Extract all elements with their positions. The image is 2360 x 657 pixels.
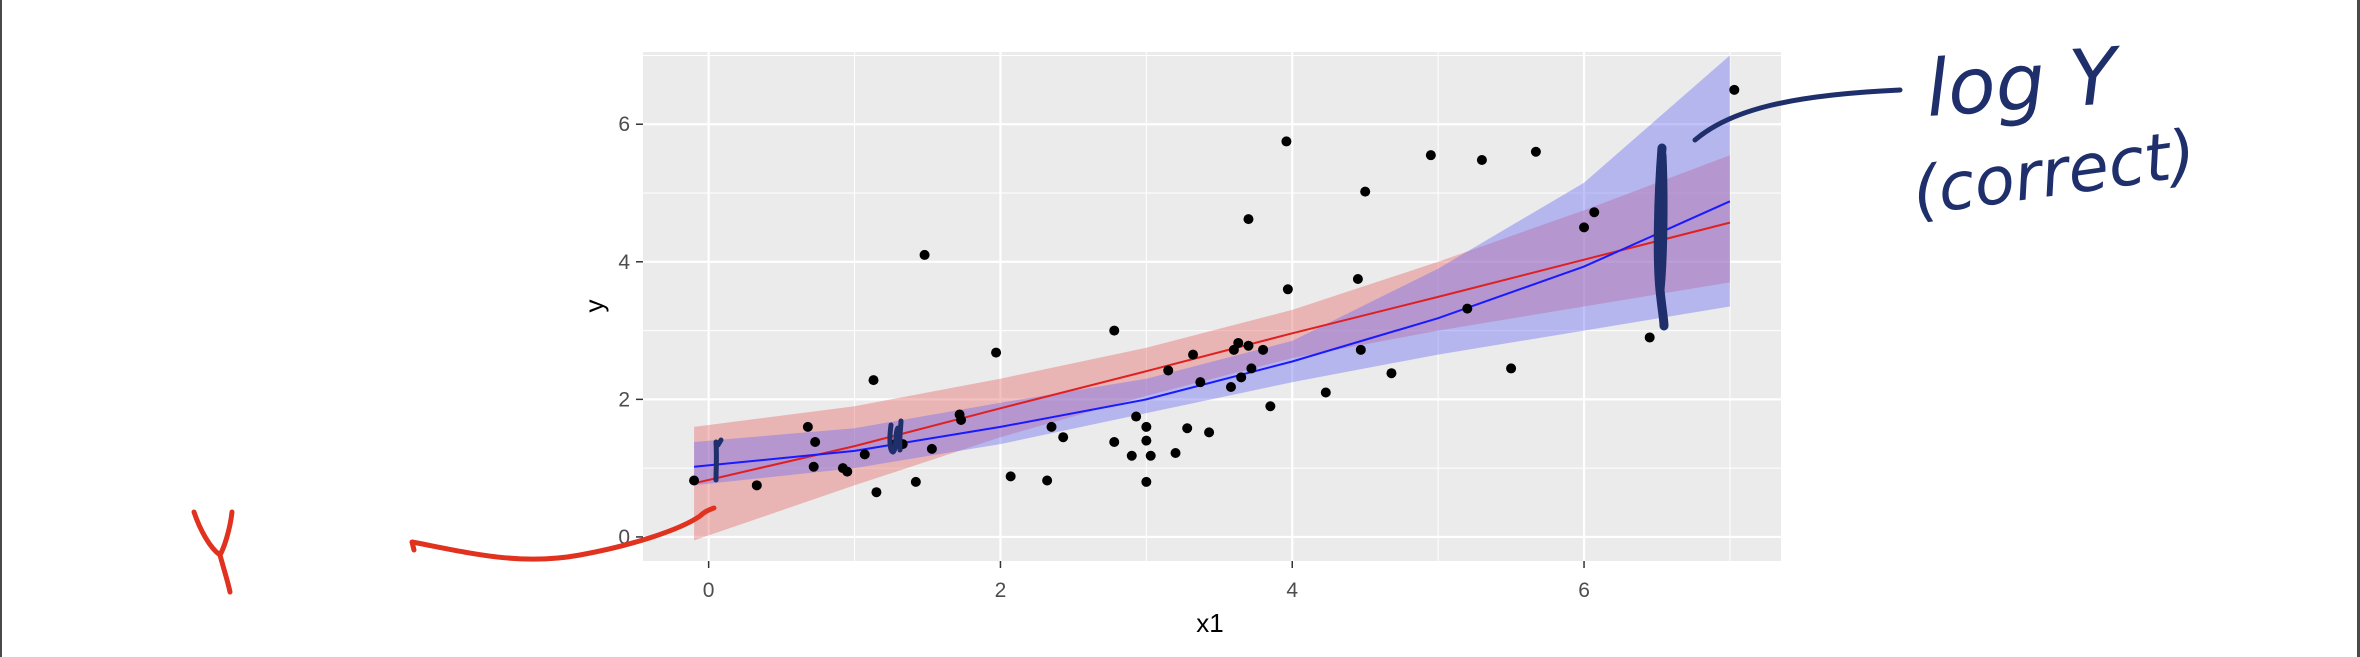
y-axis-title: y: [579, 300, 609, 313]
data-point: [1109, 325, 1120, 336]
data-point: [1462, 303, 1473, 314]
ink-letter-y-red: [191, 509, 235, 595]
annotation-log-y: log Y: [1923, 31, 2125, 135]
annotation-y-label: Y: [179, 526, 230, 619]
ink-arrow-to-y: [409, 505, 717, 562]
data-point: [689, 475, 700, 486]
data-point: [956, 414, 967, 425]
data-point: [1644, 332, 1655, 343]
data-point: [1046, 421, 1057, 432]
fit-line-log-linear: [694, 200, 1731, 468]
data-point: [1386, 368, 1397, 379]
x-tick-label: 6: [1578, 579, 1590, 602]
data-point: [919, 249, 930, 260]
data-point: [1126, 450, 1137, 461]
data-point: [1182, 423, 1193, 434]
data-point: [859, 449, 870, 460]
data-point: [1236, 372, 1247, 383]
data-point: [1355, 344, 1366, 355]
data-point: [1589, 207, 1600, 218]
data-point: [1352, 273, 1363, 284]
data-point: [1141, 421, 1152, 432]
data-point: [1170, 448, 1181, 459]
data-point: [1265, 401, 1276, 412]
y-tick-label: 0: [618, 526, 630, 549]
data-point: [1195, 377, 1206, 388]
window-border-right: [2357, 0, 2360, 657]
data-point: [926, 443, 937, 454]
axis-tick-labels: 0 2 4 6 0 2 4 6: [618, 113, 1590, 602]
x-tick-label: 4: [1286, 579, 1298, 602]
data-point: [1360, 186, 1371, 197]
data-point: [808, 461, 819, 472]
confidence-bands: [694, 55, 1730, 541]
data-point: [1530, 146, 1541, 157]
ink-mark-near-x1-3: [887, 418, 904, 455]
data-point: [802, 421, 813, 432]
data-point: [1131, 411, 1142, 422]
y-tick-label: 6: [618, 113, 630, 136]
data-point: [1425, 150, 1436, 161]
data-points: [689, 84, 1740, 498]
ink-arrow-to-log-y: [1692, 87, 1903, 143]
data-point: [1163, 365, 1174, 376]
data-point: [1246, 363, 1257, 374]
plot-panel: [643, 52, 1781, 561]
grid-minor: [643, 52, 1781, 561]
data-point: [1506, 363, 1517, 374]
ink-mark-near-x6-5: [1653, 143, 1669, 331]
data-point: [1058, 432, 1069, 443]
data-point: [751, 480, 762, 491]
data-point: [1282, 284, 1293, 295]
data-point: [1579, 222, 1590, 233]
confidence-band-linear: [694, 155, 1730, 541]
fit-lines: [693, 200, 1731, 485]
data-point: [1042, 475, 1053, 486]
x-tick-label: 2: [995, 579, 1007, 602]
data-point: [871, 487, 882, 498]
data-point: [1188, 349, 1199, 360]
confidence-band-log-linear: [694, 55, 1730, 486]
data-point: [1141, 476, 1152, 487]
data-point: [1233, 337, 1244, 348]
x-tick-label: 0: [703, 579, 715, 602]
data-point: [910, 476, 921, 487]
data-point: [1204, 427, 1215, 438]
data-point: [1109, 437, 1120, 448]
data-point: [868, 375, 879, 386]
data-point: [1243, 214, 1254, 225]
data-point: [1476, 154, 1487, 165]
fit-line-linear: [693, 221, 1731, 485]
y-tick-label: 2: [618, 388, 630, 411]
data-point: [1145, 450, 1156, 461]
x-axis-title: x1: [1196, 608, 1223, 638]
y-tick-label: 4: [618, 251, 630, 274]
data-point: [1243, 340, 1254, 351]
data-point: [810, 437, 821, 448]
data-point: [991, 347, 1002, 358]
window-border-left: [0, 0, 2, 657]
data-point: [1005, 471, 1016, 482]
data-point: [1258, 344, 1269, 355]
ink-mark-near-x0: [713, 437, 724, 483]
data-point: [1320, 387, 1331, 398]
grid-major: [643, 52, 1781, 561]
data-point: [1225, 381, 1236, 392]
data-point: [1281, 136, 1292, 147]
data-point: [842, 466, 853, 477]
data-point: [1729, 84, 1740, 95]
data-point: [1141, 435, 1152, 446]
axis-ticks: [636, 123, 1585, 568]
